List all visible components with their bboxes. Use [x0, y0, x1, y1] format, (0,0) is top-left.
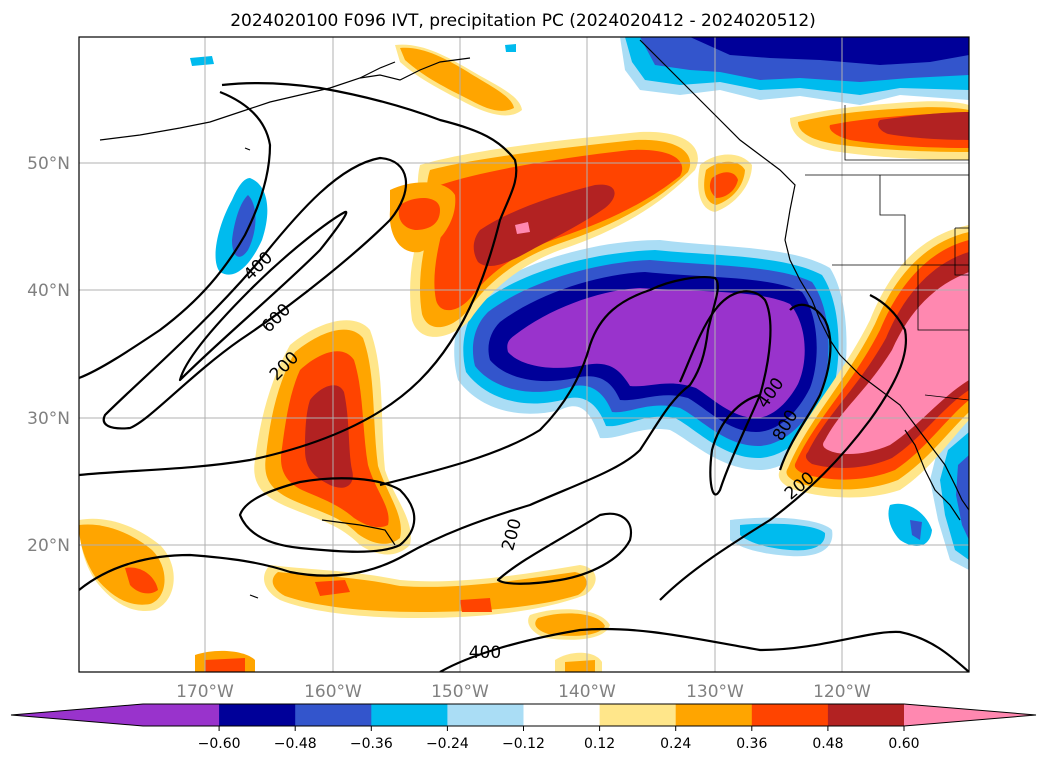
colorbar-segment: [371, 704, 448, 726]
figure-title: 2024020100 F096 IVT, precipitation PC (2…: [230, 11, 816, 31]
ivt-contours: [79, 81, 969, 672]
colorbar-segment: [599, 704, 677, 726]
lon-label: 120°W: [813, 682, 871, 702]
colorbar-extend-max: [904, 704, 1036, 726]
lon-label: 130°W: [686, 682, 744, 702]
lat-label: 20°N: [27, 536, 70, 556]
colorbar-segment: [219, 704, 296, 726]
colorbar-tick-label: −0.60: [198, 736, 241, 752]
colorbar-segment: [523, 704, 601, 726]
lat-label: 50°N: [27, 154, 70, 174]
colorbar-segment: [447, 704, 524, 726]
colorbar-tick-label: −0.48: [274, 736, 317, 752]
colorbar-segment: [143, 704, 220, 726]
colorbar-tick-label: −0.12: [502, 736, 545, 752]
lat-label: 30°N: [27, 409, 70, 429]
lon-label: 160°W: [304, 682, 362, 702]
colorbar-extend-min: [11, 704, 143, 726]
colorbar-outline: [10, 703, 1037, 727]
map-frame: [78, 36, 970, 673]
colorbar-tick-label: −0.24: [426, 736, 469, 752]
colorbar-tick-label: 0.12: [584, 736, 615, 752]
colorbar-tick-label: 0.48: [812, 736, 843, 752]
colorbar-segment: [751, 704, 829, 726]
lon-label: 150°W: [431, 682, 489, 702]
colorbar-tick-label: 0.60: [888, 736, 919, 752]
map-area: 400 600 200 400 800 200 200 400: [79, 37, 969, 672]
longitude-labels: 170°W 160°W 150°W 140°W 130°W 120°W: [176, 682, 871, 702]
colorbar-tick-label: 0.36: [736, 736, 767, 752]
negative-anomaly-fills: [190, 37, 969, 570]
colorbar-segment: [295, 704, 372, 726]
lon-label: 140°W: [558, 682, 616, 702]
colorbar-segment: [827, 704, 905, 726]
colorbar-tick-label: 0.24: [660, 736, 691, 752]
contour-label: 400: [469, 643, 501, 663]
colorbar-ticks: −0.60 −0.48 −0.36 −0.24 −0.12 0.12 0.24 0.36 0.4…: [198, 726, 920, 752]
graticule: [79, 37, 969, 672]
lon-label: 170°W: [176, 682, 234, 702]
colorbar-segment: [675, 704, 753, 726]
lat-label: 40°N: [27, 281, 70, 301]
latitude-labels: 50°N 40°N 30°N 20°N: [27, 154, 70, 556]
colorbar-tick-label: −0.36: [350, 736, 393, 752]
coastlines: [99, 39, 969, 599]
positive-anomaly-fills: [79, 44, 969, 672]
colorbar: [10, 703, 1037, 727]
